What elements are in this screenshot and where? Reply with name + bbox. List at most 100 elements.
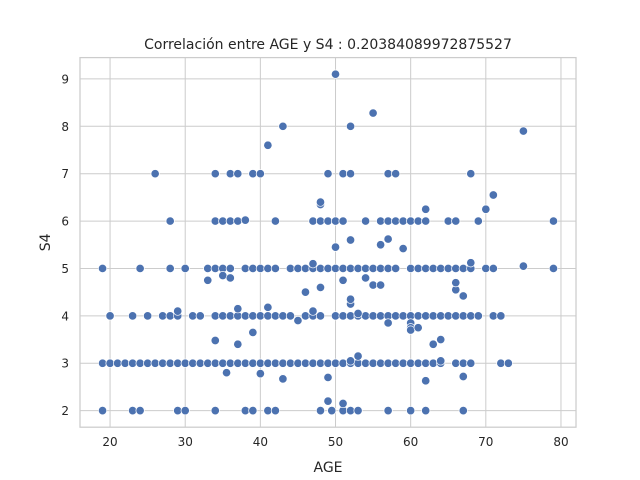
scatter-point: [315, 406, 326, 416]
scatter-point: [135, 358, 145, 368]
scatter-point: [113, 358, 123, 368]
scatter-point: [361, 358, 371, 368]
y-tick-label: 2: [61, 404, 69, 418]
scatter-point: [436, 311, 446, 321]
scatter-point: [300, 287, 311, 297]
scatter-point: [300, 311, 311, 321]
scatter-point: [225, 169, 235, 179]
scatter-point: [323, 169, 333, 179]
scatter-point: [315, 216, 326, 226]
scatter-point: [338, 358, 348, 368]
scatter-point: [345, 294, 356, 304]
scatter-point: [473, 311, 483, 321]
scatter-point: [503, 358, 513, 368]
scatter-point: [233, 304, 243, 314]
scatter-point: [345, 235, 356, 245]
scatter-point: [323, 372, 333, 382]
scatter-point: [240, 406, 250, 416]
scatter-point: [180, 358, 190, 368]
scatter-point: [353, 308, 363, 319]
scatter-point: [443, 263, 453, 274]
scatter-point: [188, 358, 198, 368]
scatter-point: [323, 358, 333, 368]
scatter-point: [97, 358, 108, 368]
scatter-point: [488, 311, 498, 321]
scatter-point: [135, 263, 145, 274]
data-points: [97, 69, 559, 416]
scatter-point: [466, 311, 476, 321]
scatter-point: [451, 311, 461, 321]
scatter-point: [285, 358, 295, 368]
scatter-point: [293, 263, 303, 274]
scatter-point: [345, 311, 356, 321]
scatter-point: [203, 275, 213, 285]
scatter-point: [263, 358, 273, 368]
scatter-point: [391, 216, 401, 226]
scatter-point: [473, 216, 483, 226]
scatter-point: [255, 358, 265, 368]
scatter-point: [338, 169, 348, 179]
scatter-point: [315, 263, 326, 274]
scatter-point: [406, 358, 416, 368]
scatter-point: [443, 216, 453, 226]
scatter-point: [315, 311, 326, 321]
scatter-point: [391, 311, 401, 321]
scatter-point: [518, 261, 528, 271]
scatter-point: [345, 263, 356, 274]
scatter-point: [210, 263, 220, 274]
scatter-point: [248, 406, 258, 416]
scatter-point: [338, 216, 348, 226]
scatter-point: [248, 169, 258, 179]
scatter-point: [458, 358, 468, 368]
scatter-point: [210, 169, 220, 179]
scatter-point: [323, 216, 333, 226]
scatter-point: [428, 358, 438, 368]
scatter-point: [255, 311, 265, 321]
scatter-point: [548, 216, 559, 226]
scatter-point: [451, 278, 461, 288]
scatter-point: [413, 263, 423, 274]
scatter-point: [158, 311, 168, 321]
scatter-point: [143, 311, 153, 321]
scatter-point: [300, 358, 311, 368]
y-tick-label: 5: [61, 262, 69, 276]
scatter-point: [248, 327, 258, 337]
scatter-point: [300, 263, 311, 274]
scatter-point: [353, 406, 363, 416]
scatter-point: [308, 306, 318, 316]
scatter-point: [338, 275, 348, 285]
scatter-point: [345, 121, 356, 131]
scatter-point: [548, 263, 559, 274]
scatter-point: [398, 216, 408, 226]
scatter-point: [173, 358, 183, 368]
scatter-point: [120, 358, 130, 368]
scatter-point: [383, 358, 393, 368]
scatter-point: [436, 263, 446, 274]
scatter-point: [496, 358, 506, 368]
scatter-point: [383, 263, 393, 274]
scatter-point: [481, 263, 491, 274]
scatter-point: [128, 311, 138, 321]
scatter-point: [361, 273, 371, 283]
scatter-point: [458, 291, 468, 301]
scatter-point: [263, 406, 273, 416]
scatter-point: [421, 263, 431, 274]
scatter-point: [406, 216, 416, 226]
scatter-point: [203, 263, 213, 274]
scatter-point: [105, 311, 115, 321]
scatter-point: [330, 311, 341, 321]
scatter-point: [285, 263, 295, 274]
scatter-point: [143, 358, 153, 368]
scatter-point: [330, 242, 341, 252]
scatter-point: [323, 263, 333, 274]
scatter-point: [173, 406, 183, 416]
scatter-point: [240, 215, 250, 225]
scatter-point: [421, 358, 431, 368]
scatter-point: [330, 358, 341, 368]
scatter-point: [105, 358, 115, 368]
tick-labels: 20 30 40 50 60 70 80 2 3 4 5 6 7 8 9: [61, 72, 568, 449]
scatter-point: [180, 263, 190, 274]
scatter-point: [270, 406, 280, 416]
scatter-point: [398, 311, 408, 321]
